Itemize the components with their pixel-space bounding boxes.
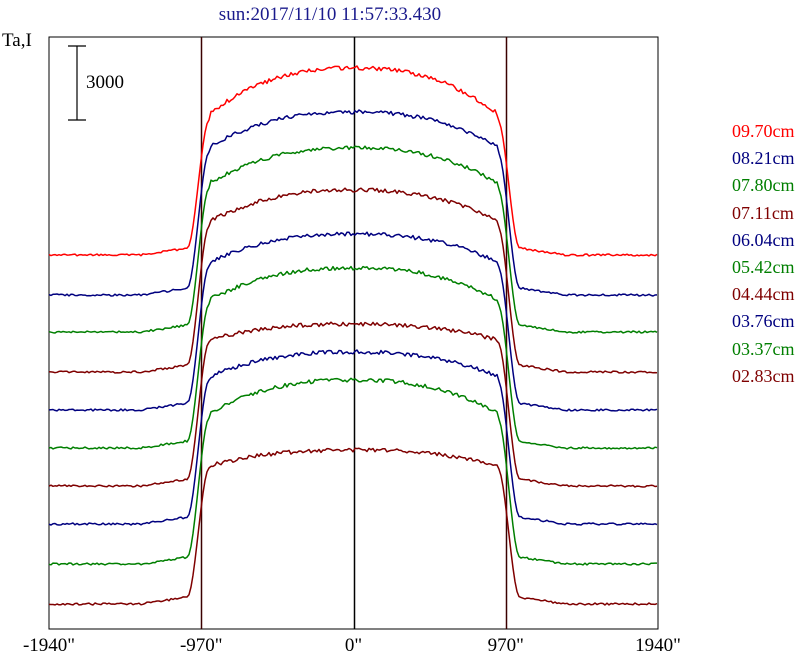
legend-item: 03.76cm (732, 311, 795, 332)
x-tick-label: -1940" (22, 635, 76, 656)
legend-item: 06.04cm (732, 229, 795, 250)
x-tick-label: -970" (179, 635, 223, 656)
series-lines (48, 65, 658, 606)
legend-item: 02.83cm (732, 365, 795, 386)
legend-item: 05.42cm (732, 256, 795, 277)
legend-item: 04.44cm (732, 284, 795, 305)
x-tick-label: 970" (487, 635, 524, 656)
series-line-07.11cm (48, 187, 658, 374)
x-tick-label: 0" (344, 635, 363, 656)
legend-item: 07.80cm (732, 175, 795, 196)
legend-item: 07.11cm (732, 202, 794, 223)
series-line-05.42cm (48, 265, 658, 450)
plot-frame (48, 36, 659, 630)
y-axis-label: Ta,I (2, 30, 32, 51)
series-line-03.76cm (48, 349, 658, 526)
legend: 09.70cm 08.21cm 07.80cm 07.11cm 06.04cm 05.42… (732, 118, 807, 390)
limb-markers (200, 37, 508, 629)
chart-title: sun:2017/11/10 11:57:33.430 (218, 4, 442, 25)
scale-bar-label: 3000 (86, 72, 124, 93)
legend-item: 09.70cm (732, 121, 795, 141)
series-line-09.70cm (48, 65, 658, 257)
legend-item: 03.37cm (732, 338, 795, 359)
series-line-08.21cm (48, 109, 658, 297)
series-line-07.80cm (48, 145, 658, 334)
series-line-03.37cm (48, 377, 657, 566)
series-line-04.44cm (48, 321, 658, 488)
series-line-06.04cm (48, 231, 658, 412)
series-line-02.83cm (48, 447, 658, 606)
x-tick-label: 1940" (635, 635, 681, 656)
legend-item: 08.21cm (732, 148, 795, 169)
